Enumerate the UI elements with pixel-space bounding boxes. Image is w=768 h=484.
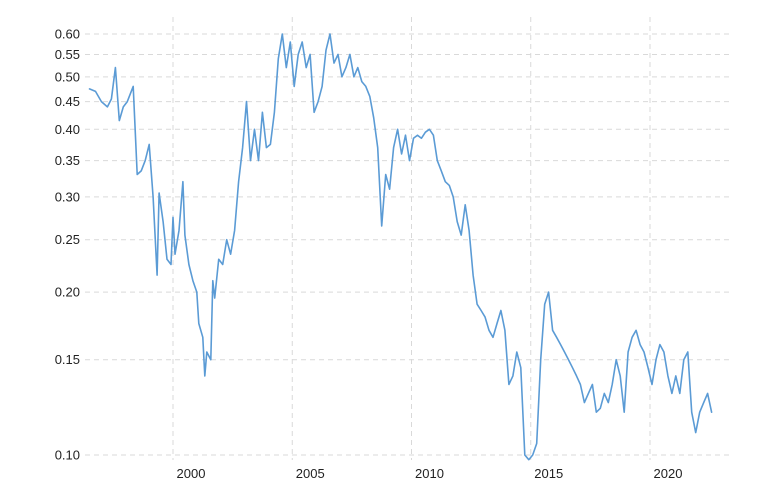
x-tick-label: 2005 bbox=[296, 466, 325, 481]
y-tick-label: 0.40 bbox=[55, 122, 80, 137]
x-tick-label: 2000 bbox=[177, 466, 206, 481]
series-line-0 bbox=[88, 33, 713, 461]
y-tick-label: 0.30 bbox=[55, 189, 80, 204]
y-tick-label: 0.20 bbox=[55, 285, 80, 300]
x-tick-label: 2010 bbox=[415, 466, 444, 481]
y-tick-label: 0.50 bbox=[55, 69, 80, 84]
y-axis-tick-labels: 0.10 0.15 0.20 0.25 0.30 0.35 0.40 0.45 0.50 0.55… bbox=[55, 27, 80, 463]
y-tick-label: 0.15 bbox=[55, 352, 80, 367]
y-tick-label: 0.25 bbox=[55, 232, 80, 247]
y-tick-label: 0.10 bbox=[55, 448, 80, 463]
y-tick-label: 0.60 bbox=[55, 27, 80, 42]
x-axis-tick-labels: 2000 2005 2010 2015 2020 bbox=[177, 466, 683, 481]
y-tick-label: 0.55 bbox=[55, 47, 80, 62]
x-tick-label: 2015 bbox=[534, 466, 563, 481]
series bbox=[88, 33, 713, 461]
y-tick-label: 0.35 bbox=[55, 153, 80, 168]
y-tick-label: 0.45 bbox=[55, 94, 80, 109]
grid bbox=[85, 17, 730, 460]
x-tick-label: 2020 bbox=[654, 466, 683, 481]
